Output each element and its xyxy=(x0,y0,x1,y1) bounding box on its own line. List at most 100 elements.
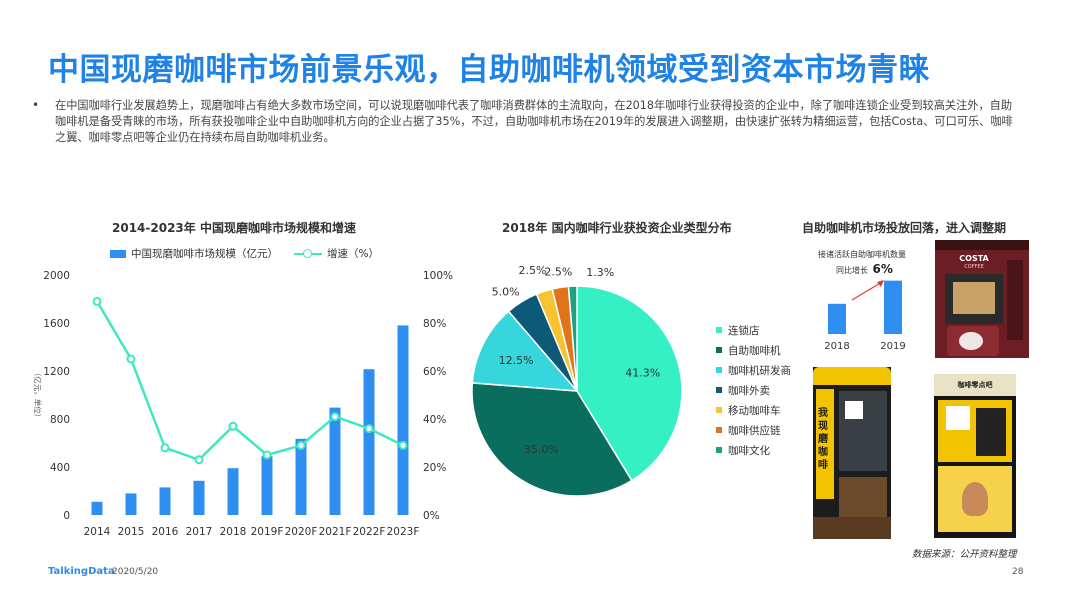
pie-legend-swatch xyxy=(716,407,722,413)
left-axis-tick-label: 0 xyxy=(63,510,70,522)
pie-data-label: 1.3% xyxy=(586,266,614,279)
pie-slice xyxy=(567,285,578,392)
kiosk-vertical-text: 我现磨咖啡 xyxy=(818,408,828,471)
right-axis-tick-label: 40% xyxy=(423,414,446,426)
x-axis-tick-label: 2020F xyxy=(285,526,318,538)
pie-legend: 连锁店自助咖啡机咖啡机研发商 咖啡外卖移动咖啡车咖啡供应链咖啡文化 xyxy=(716,320,791,460)
growth-annotation-line1: 接诸活跃自助咖啡机数量 xyxy=(818,250,906,259)
page-title: 中国现磨咖啡市场前景乐观，自助咖啡机领域受到资本市场青睐 xyxy=(48,52,930,88)
left-axis-tick-label: 800 xyxy=(50,414,70,426)
y-axis-label: （亿元，单位） xyxy=(33,369,43,422)
left-axis-tick-label: 2000 xyxy=(43,270,70,282)
bar-mark xyxy=(295,438,307,515)
pie-slice xyxy=(471,310,579,392)
talkingdata-logo: TalkingData xyxy=(48,566,115,577)
pie-legend-label: 自助咖啡机 xyxy=(728,344,781,357)
left-axis-tick-label: 1600 xyxy=(43,318,70,330)
costa-machine-image: COSTA COFFEE xyxy=(935,240,1029,358)
growth-point xyxy=(262,450,272,460)
footer-date: 2020/5/20 xyxy=(112,567,159,577)
growth-line xyxy=(95,300,404,462)
pie-legend-item: 咖啡供应链 xyxy=(716,420,791,440)
x-axis-tick-label: 2023F xyxy=(387,526,420,538)
small-bar-mark xyxy=(828,303,846,334)
small-bar-chart: 2018 2019 xyxy=(824,280,906,352)
left-axis-tick-label: 1200 xyxy=(43,366,70,378)
pie-legend-swatch xyxy=(716,387,722,393)
left-axis-tick-label: 400 xyxy=(50,462,70,474)
growth-arrow-head xyxy=(877,280,884,287)
x-axis-tick-label: 2017 xyxy=(186,526,213,538)
small-bar-mark xyxy=(884,280,902,334)
pie-legend-label: 咖啡机研发商 xyxy=(728,364,791,377)
growth-point xyxy=(126,354,136,364)
x-axis-tick-label: 2021F xyxy=(319,526,352,538)
pie-legend-swatch xyxy=(716,427,722,433)
bar-line-chart: 0 400 800 1200 1600 2000 0% 20% 40% 60% 80% 100% （亿元… xyxy=(33,270,453,538)
right-axis-tick-label: 100% xyxy=(423,270,453,282)
pie-data-label: 12.5% xyxy=(499,354,534,367)
right-axis-tick-label: 20% xyxy=(423,462,446,474)
bar-mark xyxy=(193,480,205,515)
pie-slice xyxy=(576,285,683,482)
growth-point xyxy=(398,440,408,450)
pie-slice xyxy=(471,382,633,497)
pie-data-label: 5.0% xyxy=(492,285,520,298)
source-note: 数据来源：公开资料整理 xyxy=(912,549,1017,560)
legend-line-swatch xyxy=(294,248,322,259)
growth-point xyxy=(228,421,238,431)
legend-line-label: 增速（%） xyxy=(327,248,379,260)
pie-legend-swatch xyxy=(716,367,722,373)
pie-legend-label: 移动咖啡车 xyxy=(728,404,781,417)
pie-chart: 41.3% 35.0% 12.5% 5.0% 2.5%2.5% 1.3% xyxy=(471,264,683,497)
x-axis-tick-label: 2015 xyxy=(118,526,145,538)
pie-legend-swatch xyxy=(716,327,722,333)
growth-point xyxy=(364,424,374,434)
costa-brand-text: COSTA xyxy=(959,254,989,263)
intro-paragraph: 在中国咖啡行业发展趋势上，现磨咖啡占有绝大多数市场空间，可以说现磨咖啡代表了咖啡… xyxy=(55,99,1013,144)
growth-point xyxy=(330,412,340,422)
right-axis-tick-label: 80% xyxy=(423,318,446,330)
growth-annotation-text: 同比增长 xyxy=(836,266,868,275)
right-axis-tick-label: 60% xyxy=(423,366,446,378)
growth-point xyxy=(160,443,170,453)
kiosk-head-text: 咖啡零点吧 xyxy=(957,381,993,389)
pie-legend-label: 连锁店 xyxy=(728,324,760,337)
bar-mark xyxy=(363,369,375,515)
growth-point xyxy=(194,455,204,465)
pie-legend-label: 咖啡外卖 xyxy=(728,384,770,397)
growth-arrow-line xyxy=(851,281,883,301)
pie-legend-swatch xyxy=(716,347,722,353)
growth-point xyxy=(296,440,306,450)
small-bar-x-label: 2018 xyxy=(824,341,849,352)
bar-mark xyxy=(397,325,409,515)
x-axis-tick-label: 2022F xyxy=(353,526,386,538)
kiosk-machine-image-1: 我现磨咖啡 xyxy=(813,367,891,539)
legend-bar-label: 中国现磨咖啡市场规模（亿元） xyxy=(131,248,278,260)
pie-legend-item: 咖啡外卖 xyxy=(716,380,791,400)
costa-sub-text: COFFEE xyxy=(964,264,984,270)
growth-annotation-value: 6% xyxy=(872,262,893,276)
pie-legend-swatch xyxy=(716,447,722,453)
pie-data-label: 2.5% xyxy=(544,265,572,278)
bar-mark xyxy=(261,456,273,515)
bullet-dot: • xyxy=(32,98,40,112)
pie-data-label: 35.0% xyxy=(524,443,559,456)
bar-mark xyxy=(125,493,137,515)
pie-legend-item: 连锁店 xyxy=(716,320,791,340)
pie-legend-label: 咖啡文化 xyxy=(728,444,770,457)
small-bar-x-label: 2019 xyxy=(880,341,905,352)
bar-line-chart-title: 2014-2023年 中国现磨咖啡市场规模和增速 xyxy=(112,221,356,235)
bar-mark xyxy=(329,407,341,515)
x-axis-tick-label: 2019F xyxy=(251,526,284,538)
pie-chart-title: 2018年 国内咖啡行业获投资企业类型分布 xyxy=(502,221,732,235)
small-bar-chart-title: 自助咖啡机市场投放回落，进入调整期 xyxy=(802,221,1007,235)
x-axis-tick-label: 2016 xyxy=(152,526,179,538)
pie-data-label: 41.3% xyxy=(625,366,660,379)
x-axis-tick-label: 2018 xyxy=(220,526,247,538)
bar-mark xyxy=(91,501,103,515)
right-axis-tick-label: 0% xyxy=(423,510,440,522)
growth-annotation-line2: 同比增长 6% xyxy=(836,262,893,276)
growth-point xyxy=(92,296,102,306)
pie-legend-item: 咖啡机研发商 xyxy=(716,360,791,380)
